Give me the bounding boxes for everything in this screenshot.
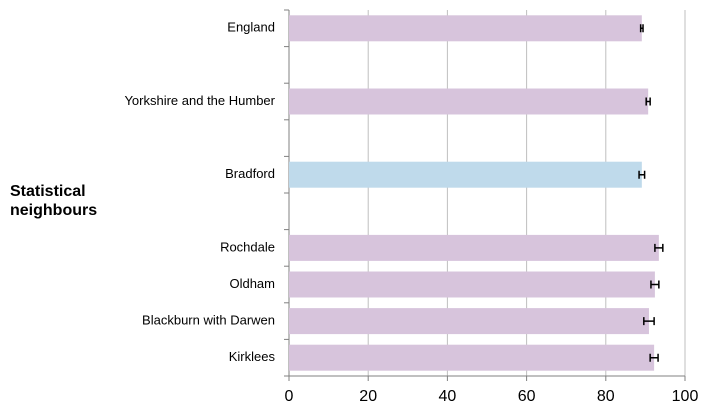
error-bar (645, 97, 651, 106)
bar (289, 271, 655, 298)
y-tick-label: Bradford (225, 166, 275, 181)
x-tick-label: 0 (285, 388, 294, 405)
x-tick-label: 60 (518, 388, 536, 405)
y-tick-label: Rochdale (220, 239, 275, 254)
bar (289, 161, 642, 188)
bar (289, 344, 655, 371)
y-tick-label: England (227, 20, 275, 35)
error-bar (650, 280, 660, 289)
bar (289, 88, 649, 115)
error-bar (638, 170, 646, 179)
y-tick-label: Oldham (229, 276, 275, 291)
x-tick-label: 40 (439, 388, 457, 405)
x-tick-label: 100 (672, 388, 699, 405)
bar (289, 308, 649, 335)
error-bar (654, 243, 664, 252)
y-tick-label: Blackburn with Darwen (142, 313, 275, 328)
y-tick-label: Kirklees (229, 349, 276, 364)
bar (289, 15, 642, 42)
error-bar (639, 24, 644, 33)
x-tick-label: 80 (597, 388, 615, 405)
error-bar (649, 353, 659, 362)
error-bar (643, 317, 655, 326)
bar (289, 234, 659, 261)
x-tick-label: 20 (359, 388, 377, 405)
y-tick-label: Yorkshire and the Humber (124, 93, 275, 108)
group-label: Statistical neighbours (10, 183, 98, 219)
